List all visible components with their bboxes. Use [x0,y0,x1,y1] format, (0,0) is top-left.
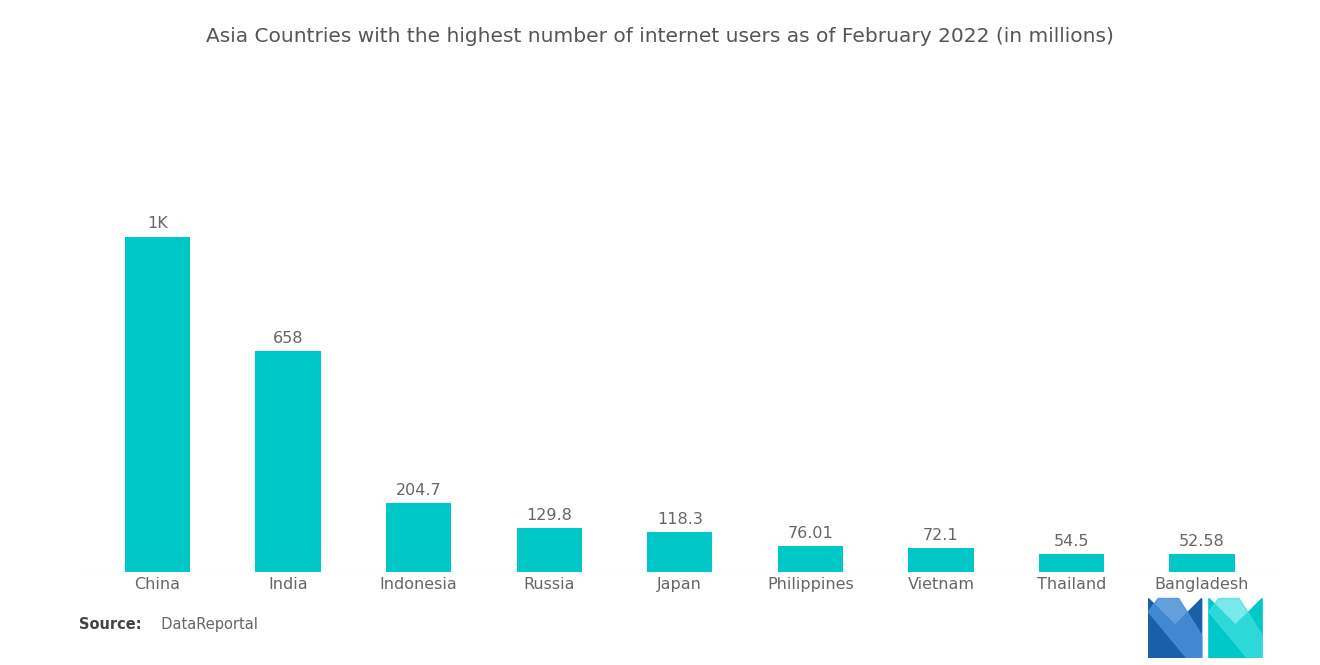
Bar [1170,554,1234,572]
Bar [385,503,451,572]
Text: 118.3: 118.3 [657,512,702,527]
Text: 54.5: 54.5 [1053,533,1089,549]
Text: 1K: 1K [147,217,168,231]
Text: 72.1: 72.1 [923,528,958,543]
Bar [908,548,974,572]
Bar [125,237,190,572]
Polygon shape [1148,598,1201,658]
Bar [647,532,713,572]
Bar [777,547,843,572]
Polygon shape [1209,598,1262,658]
Text: Asia Countries with the highest number of internet users as of February 2022 (in: Asia Countries with the highest number o… [206,27,1114,46]
Text: DataReportal: DataReportal [152,616,257,632]
Polygon shape [1148,598,1201,658]
Bar [516,529,582,572]
Text: 204.7: 204.7 [396,483,441,498]
Text: Source:: Source: [79,616,141,632]
Text: 129.8: 129.8 [527,508,572,523]
Bar [256,351,321,572]
Text: 52.58: 52.58 [1179,534,1225,549]
Bar [1039,554,1104,572]
Text: 76.01: 76.01 [788,527,833,541]
Text: 658: 658 [273,331,304,346]
Polygon shape [1209,598,1262,658]
